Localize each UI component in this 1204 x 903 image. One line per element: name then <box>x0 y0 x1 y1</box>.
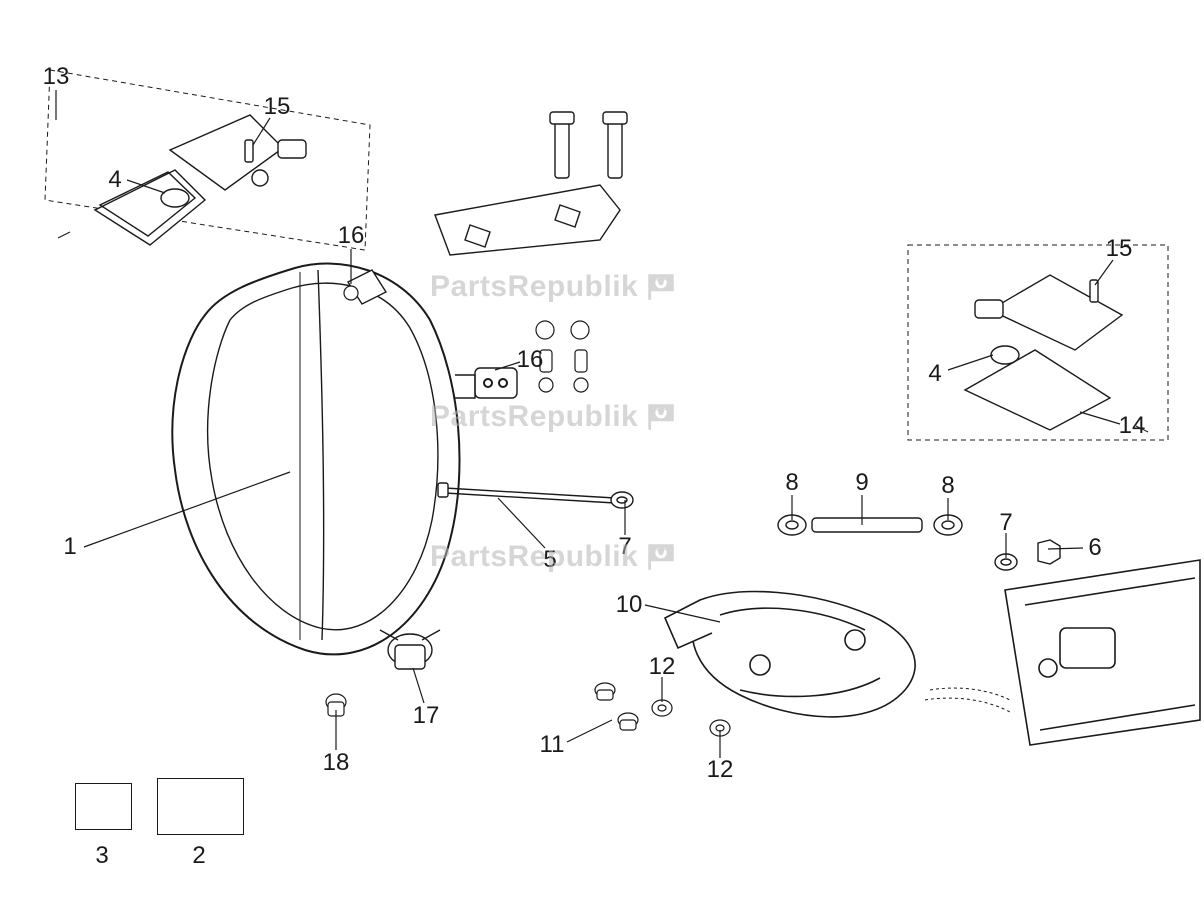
callout-12b: 12 <box>707 756 734 784</box>
part-box-3 <box>75 783 132 830</box>
callout-8a: 8 <box>785 469 798 497</box>
bracket-top <box>435 112 627 255</box>
leader-4R <box>948 355 993 370</box>
leader-14 <box>1080 412 1120 424</box>
callout-15L: 15 <box>264 93 291 121</box>
callout-16a: 16 <box>338 222 365 250</box>
exploded-diagram <box>0 0 1204 903</box>
callout-8b: 8 <box>941 472 954 500</box>
indicator-left <box>58 115 306 245</box>
callout-16b: 16 <box>517 346 544 374</box>
callout-2a: 2 <box>192 842 205 870</box>
bolt-long <box>438 483 633 508</box>
callout-18: 18 <box>323 749 350 777</box>
leader-5 <box>498 498 545 548</box>
callout-4R: 4 <box>928 360 941 388</box>
leader-17 <box>413 668 424 703</box>
spacer-assembly <box>778 515 1060 570</box>
callout-1: 1 <box>63 533 76 561</box>
leader-11 <box>567 720 612 742</box>
bracket-lower <box>665 592 915 717</box>
callout-6: 6 <box>1088 534 1101 562</box>
leader-15R <box>1095 260 1113 285</box>
callout-5: 5 <box>543 546 556 574</box>
callout-14: 14 <box>1119 412 1146 440</box>
callout-12a: 12 <box>649 653 676 681</box>
frame-rear <box>925 560 1200 745</box>
callout-15R: 15 <box>1106 235 1133 263</box>
callout-3a: 3 <box>95 842 108 870</box>
callout-10: 10 <box>616 591 643 619</box>
part-box-2 <box>157 778 244 835</box>
indicator-right <box>965 275 1148 432</box>
callout-4L: 4 <box>108 166 121 194</box>
callout-17: 17 <box>413 702 440 730</box>
hardware-cluster <box>536 321 589 392</box>
callout-7a: 7 <box>618 533 631 561</box>
headlamp <box>172 264 517 655</box>
callout-7b: 7 <box>999 509 1012 537</box>
callout-11: 11 <box>540 731 565 759</box>
callout-9: 9 <box>855 469 868 497</box>
callout-13: 13 <box>43 63 70 91</box>
